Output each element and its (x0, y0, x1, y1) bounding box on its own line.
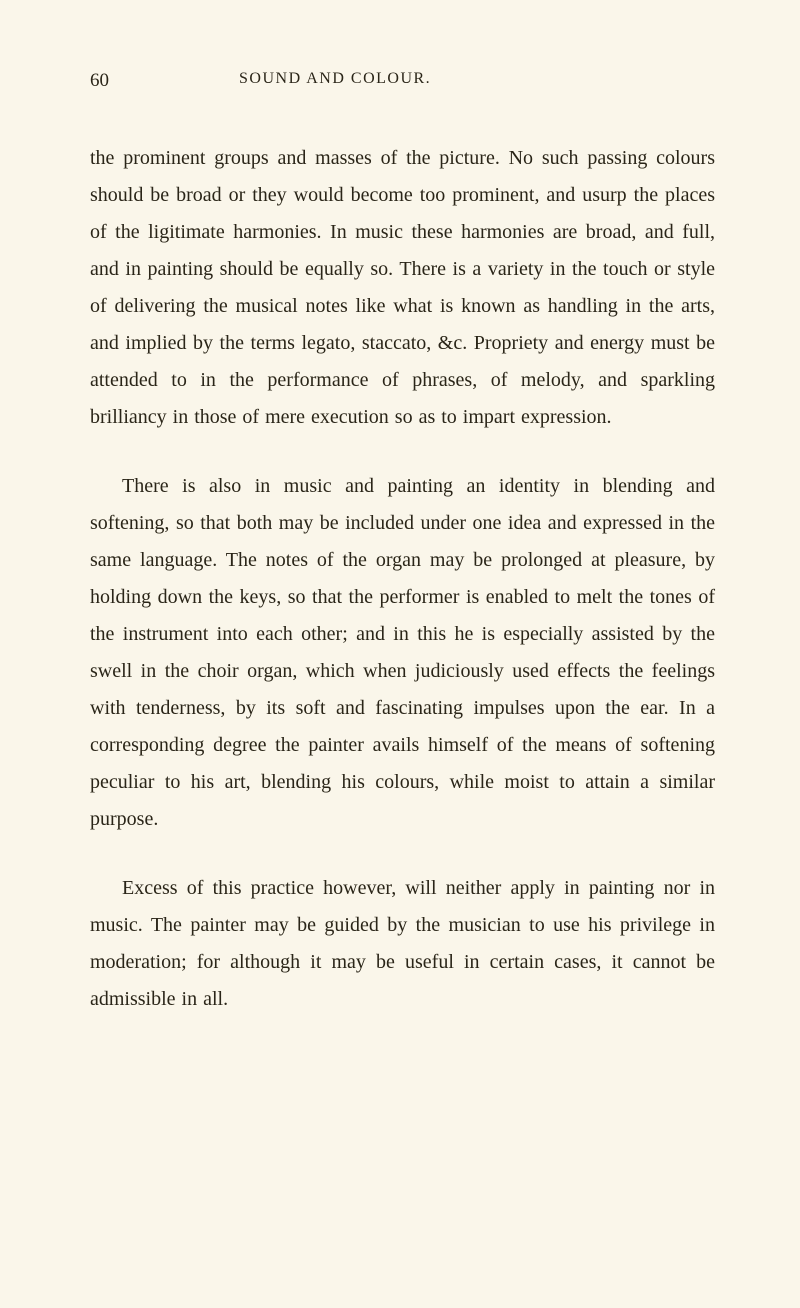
header-title: SOUND AND COLOUR. (239, 70, 431, 92)
page-number: 60 (90, 70, 109, 92)
body-paragraph-1: the prominent groups and masses of the p… (90, 140, 715, 436)
page-header: 60 SOUND AND COLOUR. (90, 70, 715, 92)
body-paragraph-3: Excess of this practice however, will ne… (90, 870, 715, 1018)
body-paragraph-2: There is also in music and painting an i… (90, 468, 715, 838)
